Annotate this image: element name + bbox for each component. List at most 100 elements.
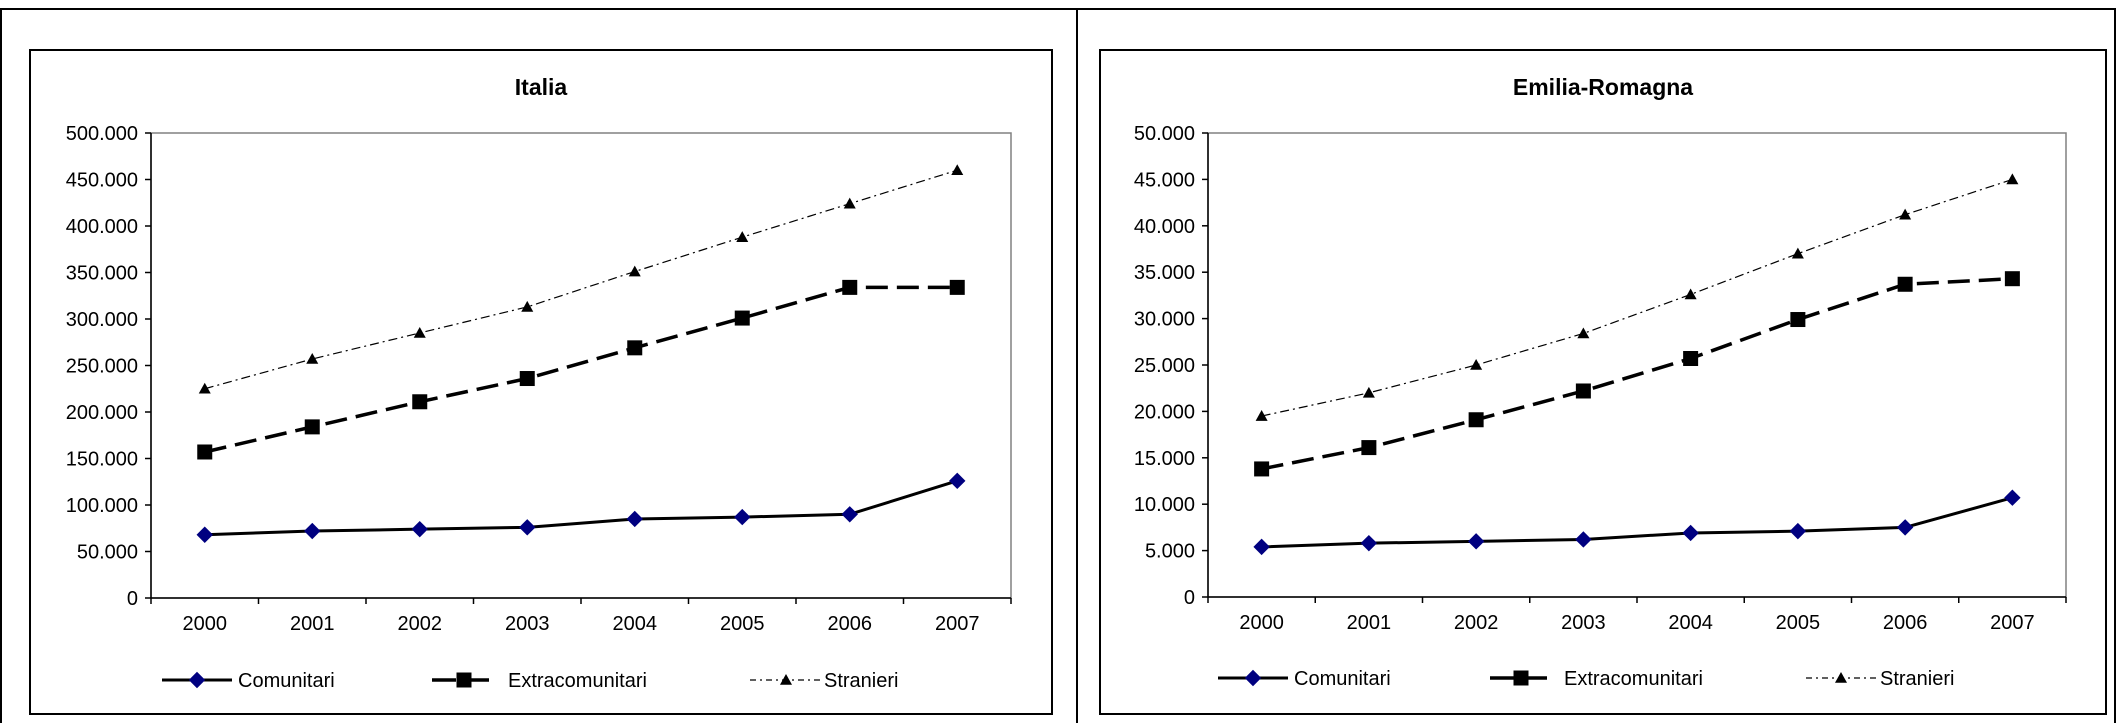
series-stranieri: [1255, 173, 2019, 421]
data-point: [842, 279, 858, 295]
legend-marker: [1244, 669, 1262, 687]
data-point: [1253, 538, 1270, 556]
x-tick-label: 2006: [1883, 612, 1928, 634]
data-point: [841, 506, 858, 523]
series-line: [1261, 276, 2013, 471]
legend-item-stranieri: Stranieri: [1806, 668, 1954, 690]
x-axis: 2000 2001 2002 2003 2004 2005 2006 2007: [150, 597, 1012, 635]
data-point: [1254, 461, 1270, 477]
data-point: [1682, 524, 1699, 542]
legend-label: Extracomunitari: [1564, 668, 1703, 690]
data-point: [304, 419, 320, 435]
legend-label: Extracomunitari: [508, 670, 647, 692]
data-point: [1255, 410, 1268, 421]
legend-item-stranieri: Stranieri: [750, 670, 898, 692]
y-tick-label: 50.000: [77, 542, 138, 564]
chart-italia: Italia 0 50.000 100.000 150.000 200.000 250.0…: [29, 49, 1053, 715]
data-point: [949, 279, 965, 295]
data-point: [412, 394, 428, 410]
legend-label: Stranieri: [824, 670, 898, 692]
series-line: [204, 285, 958, 454]
y-tick-label: 30.000: [1134, 309, 1195, 331]
chart-panel-emilia-romagna: [1076, 8, 2116, 723]
y-axis: 0 5.000 10.000 15.000 20.000 25.000 30.000 35.0…: [1134, 123, 1209, 609]
data-point: [1575, 531, 1592, 548]
series-comunitari: [196, 472, 966, 543]
y-tick-label: 10.000: [1134, 494, 1195, 516]
x-tick-label: 2007: [935, 613, 980, 635]
y-tick-label: 20.000: [1134, 401, 1195, 423]
series-line: [1261, 496, 2013, 549]
data-point: [1790, 312, 1806, 328]
y-tick-label: 350.000: [66, 263, 138, 285]
y-tick-label: 50.000: [1134, 123, 1195, 145]
y-tick-label: 100.000: [66, 495, 138, 517]
series-extracomunitari: [197, 279, 965, 460]
y-tick-label: 40.000: [1134, 216, 1195, 238]
data-point: [627, 340, 643, 356]
data-point: [1897, 276, 1913, 292]
chart-emilia-romagna: Emilia-Romagna 0 5.000 10.000 15.000 20.000 2…: [1099, 49, 2107, 715]
y-tick-label: 35.000: [1134, 262, 1195, 284]
y-tick-label: 15.000: [1134, 448, 1195, 470]
chart-area-border: [29, 49, 1053, 715]
data-point: [1899, 208, 1912, 220]
data-point: [519, 519, 536, 536]
x-tick-label: 2005: [1776, 612, 1821, 634]
x-tick-label: 2002: [1454, 612, 1499, 634]
y-tick-label: 0: [127, 588, 138, 610]
data-point: [2004, 489, 2021, 506]
data-point: [1896, 519, 1914, 536]
data-point: [1468, 412, 1484, 428]
y-axis: 0 50.000 100.000 150.000 200.000 250.000 300.0…: [66, 123, 152, 610]
data-point: [197, 444, 213, 460]
data-point: [306, 352, 319, 364]
y-tick-label: 150.000: [66, 449, 138, 471]
data-point: [2004, 271, 2020, 287]
series-line: [204, 169, 958, 390]
data-point: [1467, 533, 1485, 550]
data-point: [411, 520, 428, 538]
x-tick-label: 2003: [505, 613, 550, 635]
x-tick-label: 2000: [1239, 612, 1284, 634]
legend-item-extracomunitari: Extracomunitari: [432, 670, 647, 692]
series-comunitari: [1253, 489, 2021, 556]
legend-marker: [188, 671, 206, 689]
y-tick-label: 200.000: [66, 402, 138, 424]
x-tick-label: 2005: [720, 613, 765, 635]
legend-item-extracomunitari: Extracomunitari: [1490, 668, 1703, 690]
data-point: [519, 371, 535, 387]
y-tick-label: 400.000: [66, 216, 138, 238]
data-point: [1470, 359, 1483, 370]
legend-label: Comunitari: [1294, 668, 1391, 690]
legend-marker: [456, 672, 472, 688]
legend-label: Stranieri: [1880, 668, 1954, 690]
y-tick-label: 45.000: [1134, 169, 1195, 191]
data-point: [1360, 534, 1378, 552]
legend-marker: [1835, 672, 1847, 683]
data-point: [1361, 440, 1377, 456]
legend-item-comunitari: Comunitari: [1218, 668, 1391, 690]
x-tick-label: 2006: [828, 613, 873, 635]
series-line: [1261, 178, 2013, 417]
data-point: [304, 522, 321, 540]
plot-area: [1207, 132, 2067, 598]
series-extracomunitari: [1254, 271, 2020, 477]
data-point: [1791, 247, 1804, 259]
y-tick-label: 500.000: [66, 123, 138, 145]
chart-area-border: [1099, 49, 2107, 715]
x-tick-label: 2001: [1347, 612, 1392, 634]
y-tick-label: 25.000: [1134, 355, 1195, 377]
data-point: [951, 164, 964, 175]
data-point: [2006, 173, 2019, 185]
data-point: [521, 300, 534, 312]
y-tick-label: 450.000: [66, 170, 138, 192]
data-point: [1789, 522, 1807, 540]
data-point: [413, 326, 426, 338]
data-point: [1684, 288, 1697, 300]
data-point: [843, 197, 856, 209]
x-axis: 2000 2001 2002 2003 2004 2005 2006 2007: [1207, 596, 2067, 634]
x-tick-label: 2001: [290, 613, 335, 635]
data-point: [628, 265, 641, 277]
